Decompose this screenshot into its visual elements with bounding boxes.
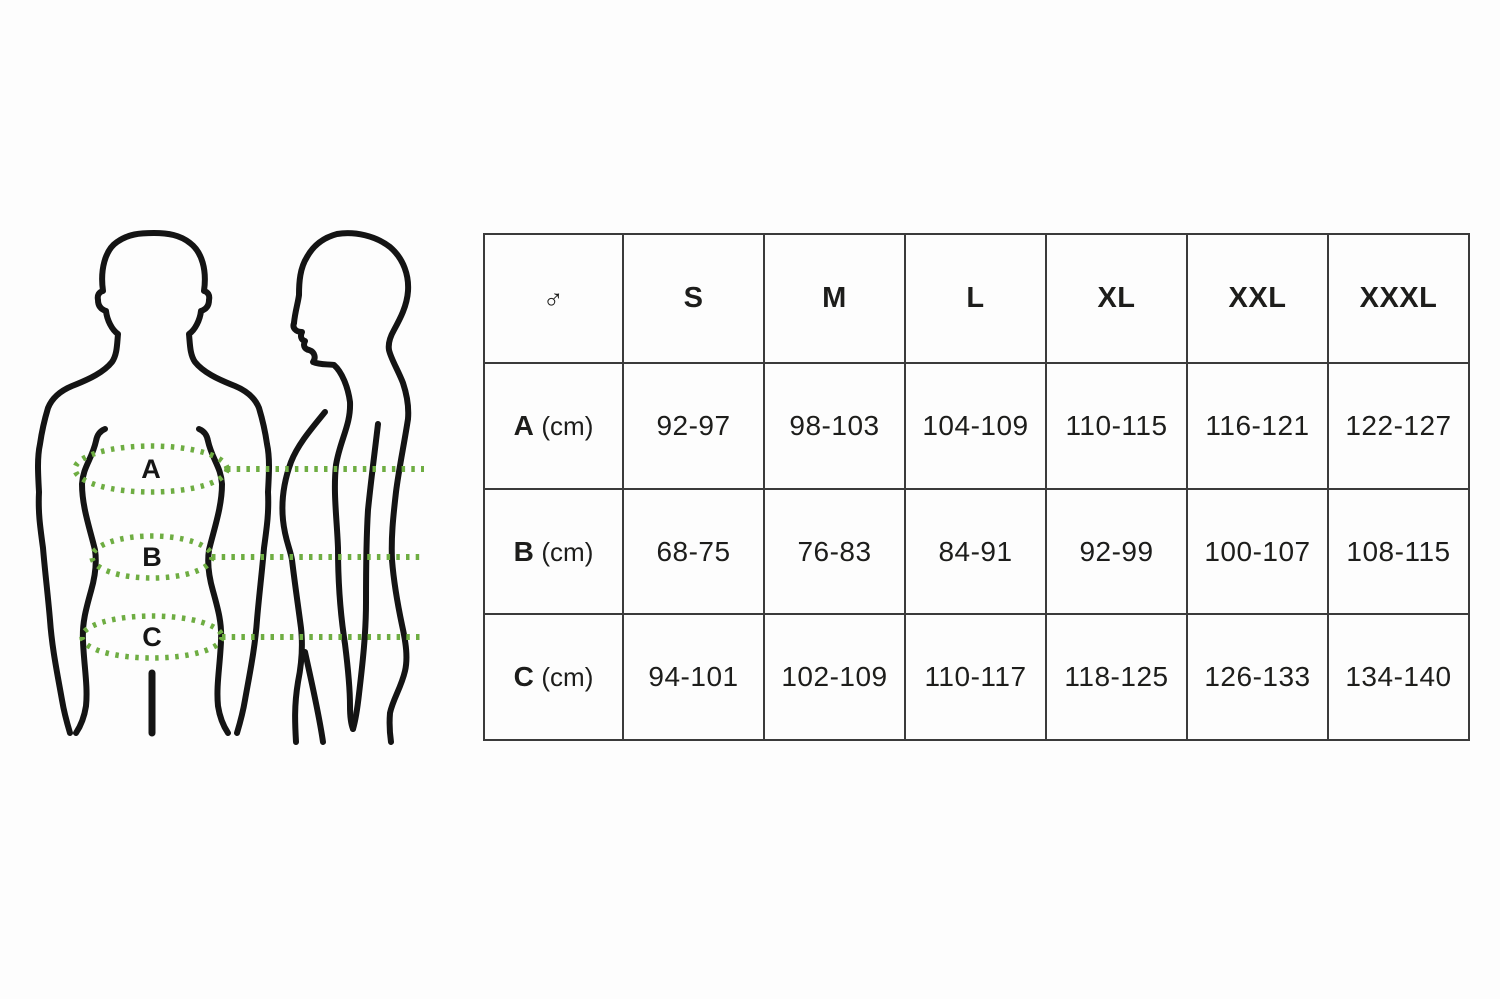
value-b-s: 68-75 [622,487,765,616]
front-torso-right-line [196,426,231,736]
row-label-unit: (cm) [541,662,594,693]
row-label-unit: (cm) [541,536,594,567]
side-figure-head-back-line [291,230,412,745]
front-torso-left-line [73,426,108,736]
side-arm-back-line [350,421,381,732]
size-header-s: S [622,232,765,365]
side-chest-front-line [279,409,328,745]
size-header-l: L [904,232,1047,365]
value-a-l: 104-109 [904,362,1047,490]
measure-label-c: C [142,622,162,652]
male-symbol-icon: ♂ [483,232,624,365]
value-a-xxxl: 122-127 [1327,362,1470,490]
value-c-m: 102-109 [763,613,906,741]
measure-label-a: A [141,454,161,484]
size-table-header-row: ♂ S M L XL XXL XXXL [483,232,1470,365]
value-b-xxl: 100-107 [1186,487,1329,616]
value-a-xxl: 116-121 [1186,362,1329,490]
value-b-xl: 92-99 [1045,487,1188,616]
row-label-b: B (cm) [483,487,624,616]
measurement-row-a: A (cm) 92-97 98-103 104-109 110-115 116-1… [483,362,1470,490]
value-b-m: 76-83 [763,487,906,616]
value-b-l: 84-91 [904,487,1047,616]
body-measurement-diagram: A B C [35,230,424,745]
side-face-and-arm-front-line [290,320,356,732]
value-c-l: 110-117 [904,613,1047,741]
size-header-xxxl: XXXL [1327,232,1470,365]
value-a-s: 92-97 [622,362,765,490]
size-table: ♂ S M L XL XXL XXXL A (cm) 92-97 98-103 1… [483,232,1470,741]
value-c-xxl: 126-133 [1186,613,1329,741]
value-a-m: 98-103 [763,362,906,490]
row-label-c: C (cm) [483,613,624,741]
value-a-xl: 110-115 [1045,362,1188,490]
size-header-m: M [763,232,906,365]
value-c-xl: 118-125 [1045,613,1188,741]
value-b-xxxl: 108-115 [1327,487,1470,616]
row-label-letter: B [513,535,535,567]
size-header-xl: XL [1045,232,1188,365]
side-inner-thigh-line [302,649,326,745]
row-label-a: A (cm) [483,362,624,490]
value-c-xxxl: 134-140 [1327,613,1470,741]
measure-label-b: B [142,542,162,572]
row-label-letter: C [513,661,535,693]
measurement-row-c: C (cm) 94-101 102-109 110-117 118-125 126… [483,613,1470,741]
size-header-xxl: XXL [1186,232,1329,365]
row-label-letter: A [513,410,535,442]
row-label-unit: (cm) [541,411,594,442]
measurement-row-b: B (cm) 68-75 76-83 84-91 92-99 100-107 10… [483,487,1470,616]
value-c-s: 94-101 [622,613,765,741]
